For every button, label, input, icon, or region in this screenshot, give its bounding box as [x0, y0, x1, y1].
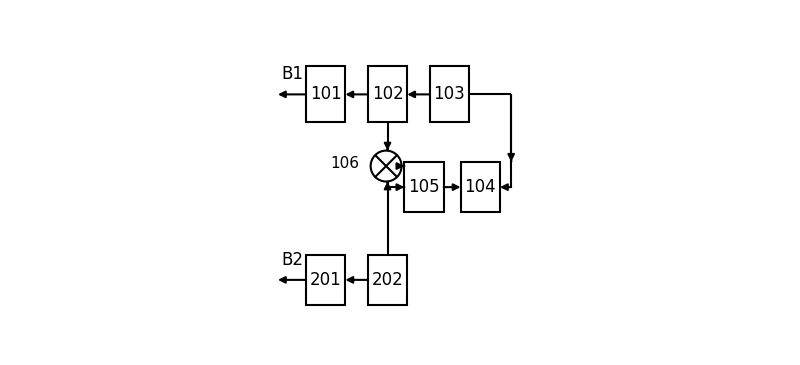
Text: 103: 103	[434, 85, 466, 103]
Text: 101: 101	[310, 85, 342, 103]
Circle shape	[370, 151, 402, 181]
Bar	[368, 255, 407, 305]
Bar	[430, 66, 469, 123]
Text: 202: 202	[372, 271, 403, 289]
Text: 106: 106	[330, 156, 359, 171]
Text: B1: B1	[281, 65, 303, 83]
Text: 102: 102	[372, 85, 403, 103]
Text: 201: 201	[310, 271, 342, 289]
Text: 105: 105	[408, 178, 440, 196]
Bar	[404, 162, 444, 212]
Text: 104: 104	[465, 178, 496, 196]
Bar	[306, 255, 346, 305]
Bar	[306, 66, 346, 123]
Bar	[461, 162, 500, 212]
Bar	[368, 66, 407, 123]
Text: B2: B2	[281, 251, 303, 269]
